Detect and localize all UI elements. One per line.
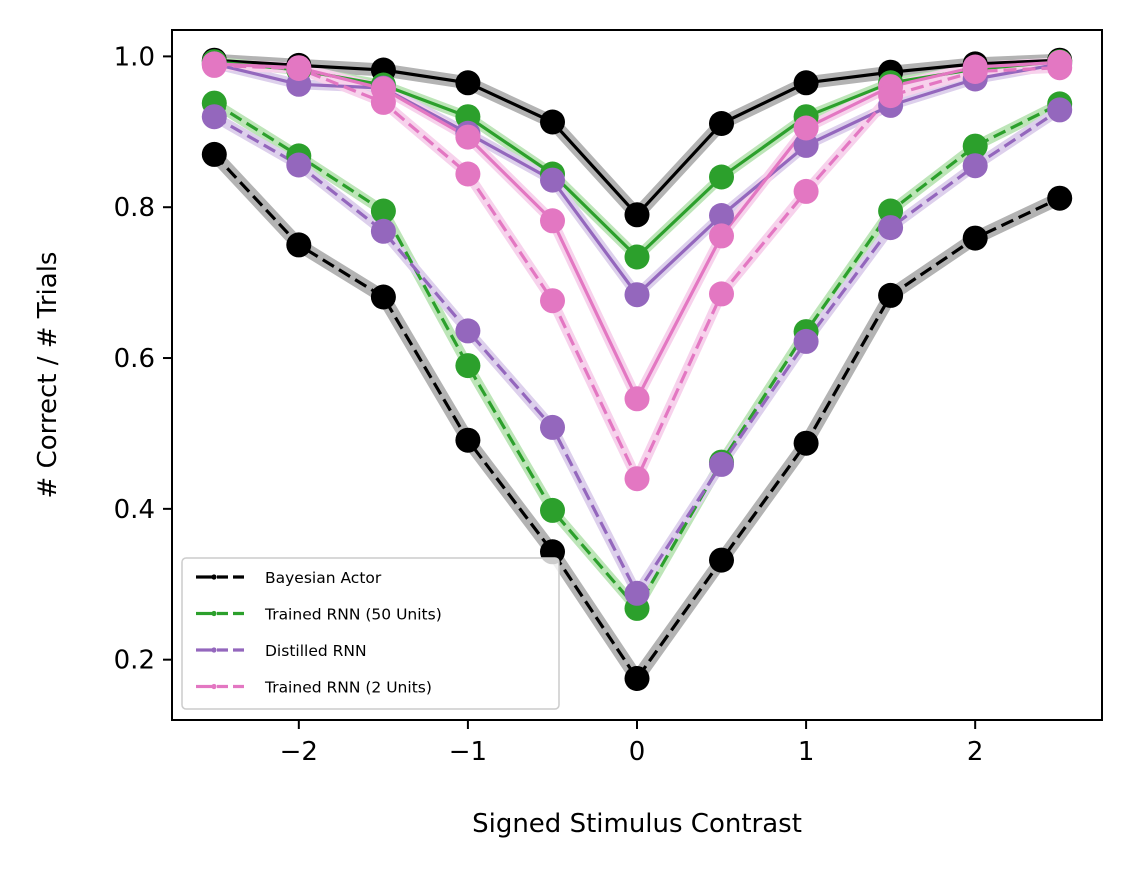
marker-dashed-2-6 [709, 451, 734, 477]
marker-dashed-3-0 [201, 52, 227, 78]
marker-solid-1-5 [624, 244, 650, 270]
marker-dashed-3-9 [962, 59, 988, 84]
marker-solid-3-7 [793, 115, 819, 141]
marker-dashed-1-4 [540, 497, 565, 523]
legend-marker-swatch [211, 610, 217, 617]
y-axis-label: # Correct / # Trials [33, 252, 63, 499]
legend-label: Trained RNN (2 Units) [264, 679, 432, 697]
marker-dashed-2-0 [201, 104, 227, 130]
x-tick-label: −1 [449, 737, 487, 767]
marker-dashed-0-8 [878, 282, 904, 308]
marker-dashed-0-9 [962, 225, 988, 251]
marker-solid-0-7 [793, 70, 819, 96]
marker-solid-3-4 [540, 208, 565, 234]
legend-label: Distilled RNN [265, 642, 367, 660]
legend-marker-swatch [211, 683, 217, 690]
marker-dashed-2-5 [624, 580, 650, 606]
x-tick-label: 0 [629, 737, 646, 767]
marker-dashed-1-2 [370, 198, 396, 224]
marker-dashed-3-6 [709, 281, 734, 307]
marker-dashed-2-10 [1047, 97, 1073, 123]
marker-dashed-0-7 [793, 430, 819, 456]
legend-entry: Distilled RNN [196, 642, 367, 660]
legend: Bayesian Actor Trained RNN (50 Units) Dist… [181, 557, 560, 710]
legend-marker-swatch [211, 574, 217, 580]
legend-entry: Trained RNN (2 Units) [196, 679, 432, 697]
y-tick-label: 0.2 [114, 646, 155, 676]
marker-dashed-3-2 [370, 89, 396, 115]
marker-dashed-3-7 [793, 178, 819, 204]
marker-dashed-0-0 [201, 141, 227, 167]
marker-solid-3-5 [624, 386, 650, 412]
y-axis: 0.2 0.4 0.6 0.8 1.0 [114, 42, 172, 676]
legend-entry: Trained RNN (50 Units) [196, 606, 442, 624]
marker-dashed-3-4 [540, 288, 565, 314]
marker-dashed-2-7 [793, 328, 819, 354]
marker-dashed-2-9 [962, 153, 988, 179]
y-tick-label: 0.8 [114, 193, 155, 223]
marker-dashed-0-10 [1047, 185, 1073, 211]
marker-dashed-0-2 [370, 284, 396, 310]
marker-dashed-3-8 [878, 83, 904, 109]
marker-dashed-2-3 [455, 318, 481, 344]
x-tick-label: 2 [967, 737, 984, 767]
marker-dashed-2-2 [370, 218, 396, 244]
legend-marker-swatch [211, 647, 217, 653]
marker-dashed-2-4 [540, 414, 565, 440]
legend-entry: Bayesian Actor [196, 569, 382, 587]
x-tick-label: −2 [280, 737, 318, 767]
marker-dashed-3-10 [1047, 55, 1073, 81]
marker-dashed-2-8 [878, 215, 904, 241]
marker-solid-0-3 [455, 70, 481, 96]
marker-dashed-3-1 [286, 56, 312, 81]
marker-dashed-0-5 [624, 666, 650, 691]
marker-solid-0-4 [540, 109, 565, 135]
marker-solid-0-5 [624, 202, 650, 228]
marker-solid-2-7 [793, 132, 819, 158]
marker-solid-0-6 [709, 111, 734, 136]
legend-box [181, 557, 560, 710]
series-markers [201, 47, 1073, 691]
marker-dashed-3-5 [624, 466, 650, 492]
marker-dashed-0-1 [286, 232, 312, 258]
y-tick-label: 0.4 [114, 495, 155, 525]
marker-solid-3-3 [455, 124, 481, 150]
marker-dashed-1-3 [455, 353, 481, 379]
marker-solid-2-4 [540, 167, 565, 193]
marker-dashed-3-3 [455, 161, 481, 187]
marker-dashed-1-9 [962, 133, 988, 159]
marker-solid-2-5 [624, 282, 650, 308]
legend-label: Bayesian Actor [265, 569, 382, 587]
marker-solid-1-6 [709, 164, 734, 190]
marker-dashed-2-1 [286, 152, 312, 178]
marker-dashed-0-6 [709, 547, 734, 573]
marker-solid-3-6 [709, 223, 734, 249]
y-tick-label: 0.6 [114, 344, 155, 374]
x-axis: −2 −1 0 1 2 [280, 720, 984, 767]
x-tick-label: 1 [798, 737, 815, 767]
x-axis-label: Signed Stimulus Contrast [472, 809, 802, 839]
plot-area [201, 47, 1073, 691]
legend-label: Trained RNN (50 Units) [264, 606, 442, 624]
marker-solid-2-6 [709, 203, 734, 228]
marker-dashed-0-3 [455, 427, 481, 453]
y-tick-label: 1.0 [114, 42, 155, 72]
line-dashed-0 [213, 153, 1061, 681]
